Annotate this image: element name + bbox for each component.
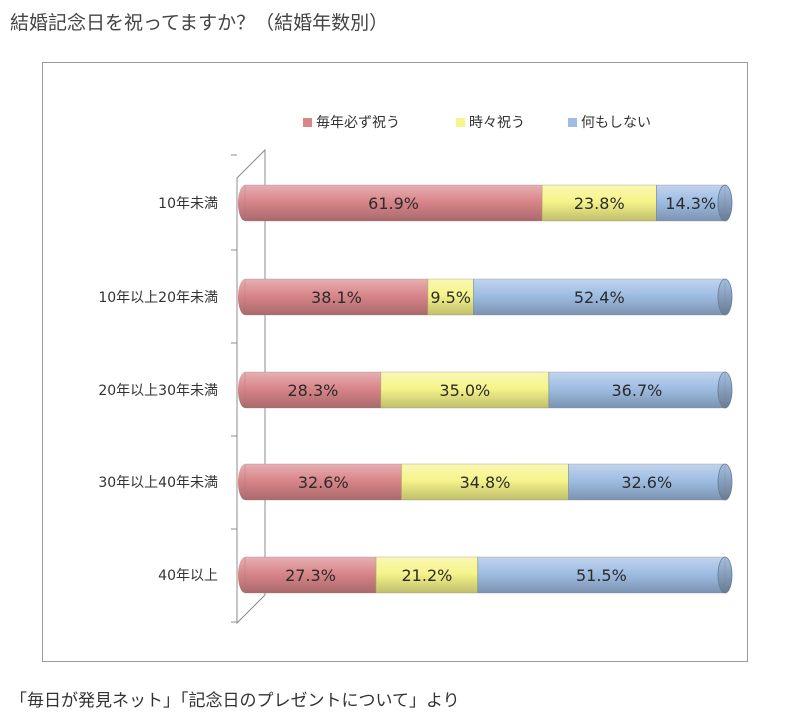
data-label: 34.8% xyxy=(460,473,511,492)
category-label: 10年未満 xyxy=(158,196,218,212)
bar-segment xyxy=(380,372,549,408)
bar-outline xyxy=(244,463,726,501)
legend-label: 毎年必ず祝う xyxy=(316,115,400,131)
bar-outline xyxy=(244,278,726,316)
bar-segment xyxy=(568,464,725,500)
data-label: 27.3% xyxy=(285,566,336,585)
category-label: 30年以上40年未満 xyxy=(98,475,218,491)
data-label: 36.7% xyxy=(612,381,663,400)
bar-end-cap xyxy=(717,463,733,501)
bar-segment xyxy=(401,464,569,500)
labels-layer: 61.9% 23.8% 14.3% 38.1% 9.5% 52.4% 28.3% 35.0% 3… xyxy=(285,194,716,585)
bar-segment xyxy=(245,464,402,500)
bar-segment xyxy=(473,279,725,315)
bar-segment xyxy=(245,185,543,221)
bar-segment xyxy=(548,372,725,408)
category-label: 40年以上 xyxy=(158,568,218,584)
bar-base-cap xyxy=(238,372,252,408)
bar-end-cap xyxy=(717,184,733,222)
data-label: 9.5% xyxy=(430,288,471,307)
data-label: 32.6% xyxy=(298,473,349,492)
bar-end-cap xyxy=(717,278,733,316)
bar-outline xyxy=(244,371,726,409)
bar-base-cap xyxy=(238,279,252,315)
data-label: 52.4% xyxy=(574,288,625,307)
bar-segment xyxy=(542,185,657,221)
legend-swatch xyxy=(568,118,577,127)
data-label: 21.2% xyxy=(402,566,453,585)
bar-end-cap xyxy=(717,556,733,594)
bar-base-cap xyxy=(238,557,252,593)
page-title: 結婚記念日を祝ってますか？（結婚年数別） xyxy=(10,12,389,34)
axis-layer: 10年未満 10年以上20年未満 20年以上30年未満 30年以上40年未満 40年以上 xyxy=(98,148,266,625)
data-label: 35.0% xyxy=(439,381,490,400)
source-note: 「毎日が発見ネット」「記念日のプレゼントについて」より xyxy=(10,691,460,711)
legend-swatch xyxy=(456,118,465,127)
category-label: 20年以上30年未満 xyxy=(98,383,218,399)
data-label: 61.9% xyxy=(368,194,419,213)
axis-wall xyxy=(236,148,266,625)
bar-segment xyxy=(477,557,725,593)
bar-segment xyxy=(376,557,478,593)
data-label: 23.8% xyxy=(574,194,625,213)
legend-swatch xyxy=(303,118,312,127)
bar-segment xyxy=(245,279,428,315)
legend-label: 何もしない xyxy=(581,115,651,131)
category-label: 10年以上20年未満 xyxy=(98,290,218,306)
data-label: 51.5% xyxy=(576,566,627,585)
bar-segment xyxy=(245,557,377,593)
data-label: 28.3% xyxy=(288,381,339,400)
bar-outline xyxy=(244,184,726,222)
data-label: 14.3% xyxy=(665,194,716,213)
bars-layer xyxy=(238,184,733,594)
bar-base-cap xyxy=(238,185,252,221)
data-label: 32.6% xyxy=(621,473,672,492)
legend-label: 時々祝う xyxy=(469,115,525,131)
data-label: 38.1% xyxy=(311,288,362,307)
bar-segment xyxy=(427,279,474,315)
bar-segment xyxy=(656,185,725,221)
legend: 毎年必ず祝う 時々祝う 何もしない xyxy=(303,115,651,131)
bar-segment xyxy=(245,372,381,408)
bar-outline xyxy=(244,556,726,594)
bar-end-cap xyxy=(717,371,733,409)
bar-base-cap xyxy=(238,464,252,500)
